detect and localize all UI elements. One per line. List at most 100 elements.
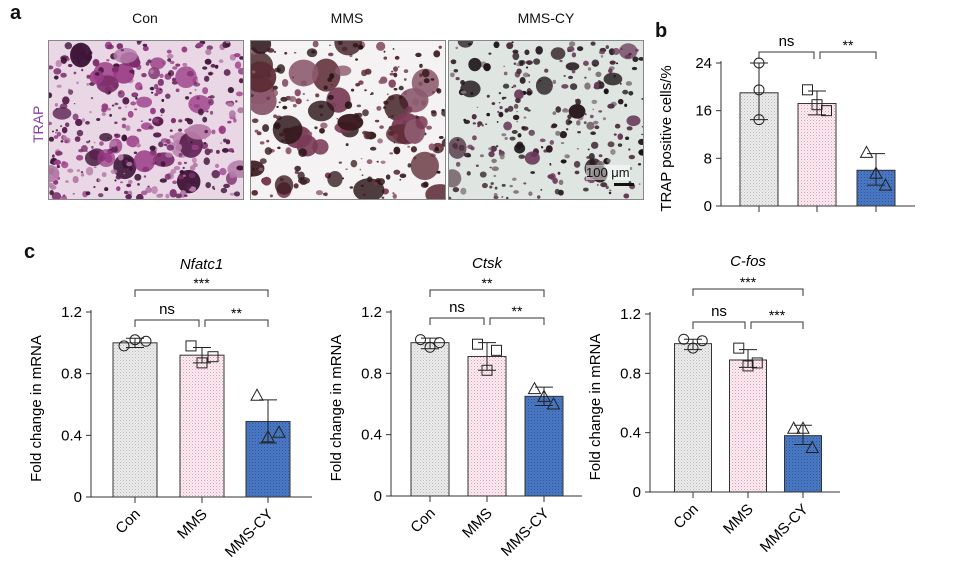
cell-blob	[73, 71, 77, 75]
cell-blob	[302, 93, 306, 95]
data-point-triangle	[805, 440, 820, 453]
cell-blob	[374, 181, 378, 186]
cell-blob	[455, 161, 461, 167]
data-point-circle	[696, 335, 708, 347]
cell-blob	[597, 81, 605, 89]
cell-blob	[159, 119, 163, 124]
cell-blob	[463, 119, 471, 125]
cell-blob	[307, 131, 313, 136]
cell-blob	[355, 58, 358, 61]
cell-blob	[533, 58, 541, 65]
cell-blob	[208, 72, 213, 76]
cell-blob	[331, 84, 333, 86]
cell-blob	[266, 96, 271, 101]
cell-blob	[425, 184, 445, 199]
cell-blob	[513, 62, 517, 65]
cell-blob	[530, 171, 536, 174]
cell-blob	[251, 93, 254, 98]
cell-blob	[557, 171, 561, 175]
cell-blob	[113, 154, 137, 180]
cell-blob	[527, 109, 531, 112]
cell-blob	[134, 108, 138, 111]
cell-blob	[166, 49, 172, 54]
cell-blob	[449, 136, 467, 159]
x-tick-label: Con	[112, 506, 143, 537]
significance-label: **	[482, 275, 493, 291]
cell-blob	[503, 121, 513, 131]
cell-blob	[67, 63, 73, 68]
data-point-square	[802, 84, 813, 96]
cell-blob	[205, 182, 211, 189]
cell-blob	[378, 79, 385, 85]
micrograph-mms	[250, 40, 446, 200]
cell-blob	[49, 161, 55, 164]
cell-blob	[132, 92, 138, 97]
cell-blob	[122, 97, 130, 105]
cell-blob	[592, 120, 599, 125]
cell-blob	[166, 138, 171, 144]
cell-blob	[235, 91, 243, 97]
cell-blob	[589, 159, 596, 165]
cell-blob	[628, 148, 631, 151]
cell-blob	[149, 69, 154, 74]
cell-blob	[334, 65, 352, 76]
cell-blob	[121, 123, 127, 129]
cell-blob	[569, 83, 578, 91]
significance-label: ns	[779, 33, 795, 50]
cell-blob	[513, 190, 519, 194]
cell-blob	[62, 135, 67, 141]
cell-blob	[490, 145, 497, 152]
cell-blob	[277, 146, 281, 150]
cell-blob	[64, 140, 67, 144]
cell-blob	[460, 90, 467, 95]
cell-blob	[512, 49, 519, 54]
cell-blob	[210, 63, 216, 68]
cell-blob	[426, 125, 432, 130]
cell-blob	[101, 103, 109, 111]
cell-blob	[434, 146, 440, 152]
cell-blob	[185, 182, 192, 190]
significance-bracket	[134, 289, 269, 297]
cell-blob	[481, 182, 488, 189]
cell-blob	[495, 145, 499, 148]
cell-blob	[545, 145, 553, 153]
significance-bracket	[429, 317, 485, 325]
data-point-square	[481, 364, 493, 376]
cell-blob	[124, 190, 129, 195]
cell-blob	[204, 138, 207, 140]
cell-blob	[490, 182, 494, 185]
cell-blob	[294, 89, 301, 97]
cell-blob	[479, 154, 484, 158]
significance-label: ***	[740, 274, 757, 290]
y-tick-label: 1.2	[620, 306, 641, 323]
cell-blob	[379, 125, 384, 129]
chart-title: Nfatc1	[180, 256, 223, 273]
cell-blob	[369, 146, 377, 151]
cell-blob	[90, 96, 94, 100]
cell-blob	[233, 191, 241, 197]
cell-blob	[101, 172, 107, 178]
cell-blob	[516, 110, 519, 113]
cell-blob	[106, 44, 114, 50]
cell-blob	[178, 119, 183, 123]
cell-blob	[499, 106, 503, 110]
cell-blob	[194, 89, 197, 91]
cell-blob	[143, 175, 147, 178]
cell-blob	[323, 85, 328, 90]
cell-blob	[315, 190, 324, 196]
cell-blob	[361, 174, 364, 176]
cell-blob	[109, 113, 112, 117]
cell-blob	[196, 42, 204, 48]
cell-blob	[450, 72, 455, 78]
cell-blob	[121, 134, 128, 142]
scale-bar-label: 100 μm	[586, 165, 630, 180]
cell-blob	[175, 66, 197, 89]
cell-blob	[312, 58, 341, 92]
cell-blob	[470, 146, 475, 151]
cell-blob	[453, 68, 459, 73]
data-point-triangle	[527, 381, 542, 395]
cell-blob	[289, 96, 297, 103]
cell-blob	[558, 179, 564, 186]
cell-blob	[170, 168, 177, 174]
cell-blob	[94, 72, 100, 76]
